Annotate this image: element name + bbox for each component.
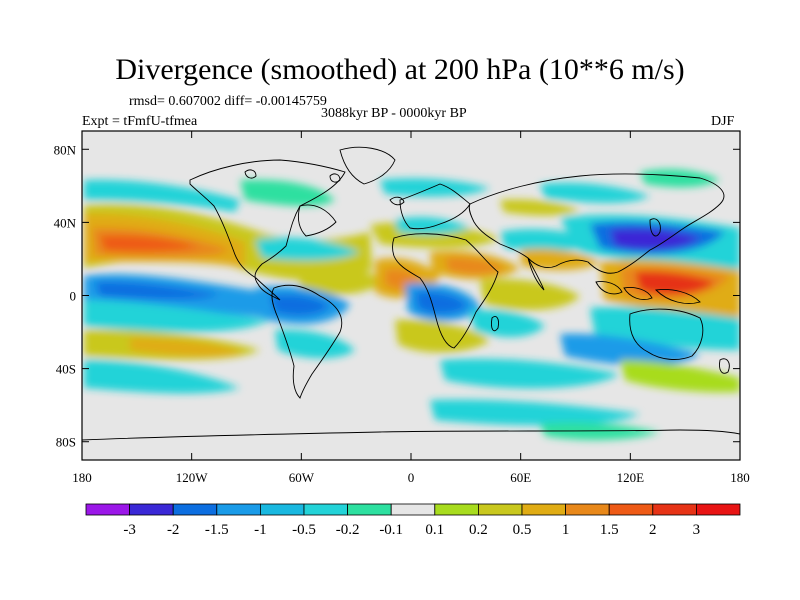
colorbar-swatch bbox=[85, 503, 130, 516]
colorbar-swatch bbox=[259, 503, 305, 516]
period-text: 3088kyr BP - 0000kyr BP bbox=[321, 106, 467, 121]
colorbar-label: -1 bbox=[254, 522, 267, 538]
colorbar-label: 0.5 bbox=[513, 522, 532, 538]
y-tick-label: 40N bbox=[54, 215, 77, 230]
colorbar-label: 2 bbox=[649, 522, 657, 538]
x-tick-label: 180 bbox=[730, 470, 750, 485]
x-tick-label: 60W bbox=[289, 470, 315, 485]
colorbar-label: -2 bbox=[167, 522, 180, 538]
colorbar-swatch bbox=[216, 503, 261, 516]
colorbar-swatch bbox=[434, 503, 479, 516]
coastlines bbox=[82, 146, 740, 441]
axes: 180 120W 60W 0 60E 120E 180 80N 40N 0 40S 80S bbox=[54, 131, 750, 485]
colorbar-label: 3 bbox=[693, 522, 701, 538]
colorbar-swatch bbox=[608, 503, 654, 516]
colorbar-swatch bbox=[347, 503, 392, 516]
y-tick-label: 40S bbox=[56, 362, 76, 377]
experiment-text: Expt = tFmfU-tfmea bbox=[82, 114, 198, 129]
x-tick-label: 180 bbox=[72, 470, 92, 485]
colorbar-swatch bbox=[390, 503, 436, 516]
colorbar-swatch bbox=[303, 503, 348, 516]
season-text: DJF bbox=[711, 114, 735, 129]
colorbar-swatch bbox=[696, 503, 741, 516]
colorbar-label: -0.5 bbox=[292, 522, 316, 538]
colorbar-label: -1.5 bbox=[205, 522, 229, 538]
colorbar-swatch bbox=[565, 503, 610, 516]
colorbar-label: -0.1 bbox=[379, 522, 403, 538]
colorbar-swatch bbox=[652, 503, 697, 516]
x-tick-label: 0 bbox=[408, 470, 415, 485]
divergence-field bbox=[84, 169, 740, 441]
y-tick-label: 0 bbox=[70, 289, 77, 304]
x-tick-label: 120E bbox=[617, 470, 645, 485]
chart-title: Divergence (smoothed) at 200 hPa (10**6 … bbox=[115, 53, 685, 86]
colorbar-swatch bbox=[521, 503, 566, 516]
colorbar-label: -3 bbox=[123, 522, 136, 538]
colorbar-swatch bbox=[477, 503, 523, 516]
colorbar-swatch bbox=[129, 503, 174, 516]
colorbar-swatch bbox=[172, 503, 218, 516]
colorbar-label: 0.1 bbox=[425, 522, 444, 538]
colorbar-label: -0.2 bbox=[336, 522, 360, 538]
x-tick-label: 60E bbox=[510, 470, 531, 485]
colorbar: -3 -2 -1.5 -1 -0.5 -0.2 -0.1 0.1 0.2 0.5 1 1.5 2 3 bbox=[85, 503, 741, 538]
x-tick-label: 120W bbox=[176, 470, 209, 485]
stats-text: rmsd= 0.607002 diff= -0.00145759 bbox=[129, 94, 327, 109]
y-tick-label: 80N bbox=[54, 142, 77, 157]
y-tick-label: 80S bbox=[56, 435, 76, 450]
colorbar-label: 1 bbox=[562, 522, 570, 538]
colorbar-label: 0.2 bbox=[469, 522, 488, 538]
colorbar-label: 1.5 bbox=[600, 522, 619, 538]
